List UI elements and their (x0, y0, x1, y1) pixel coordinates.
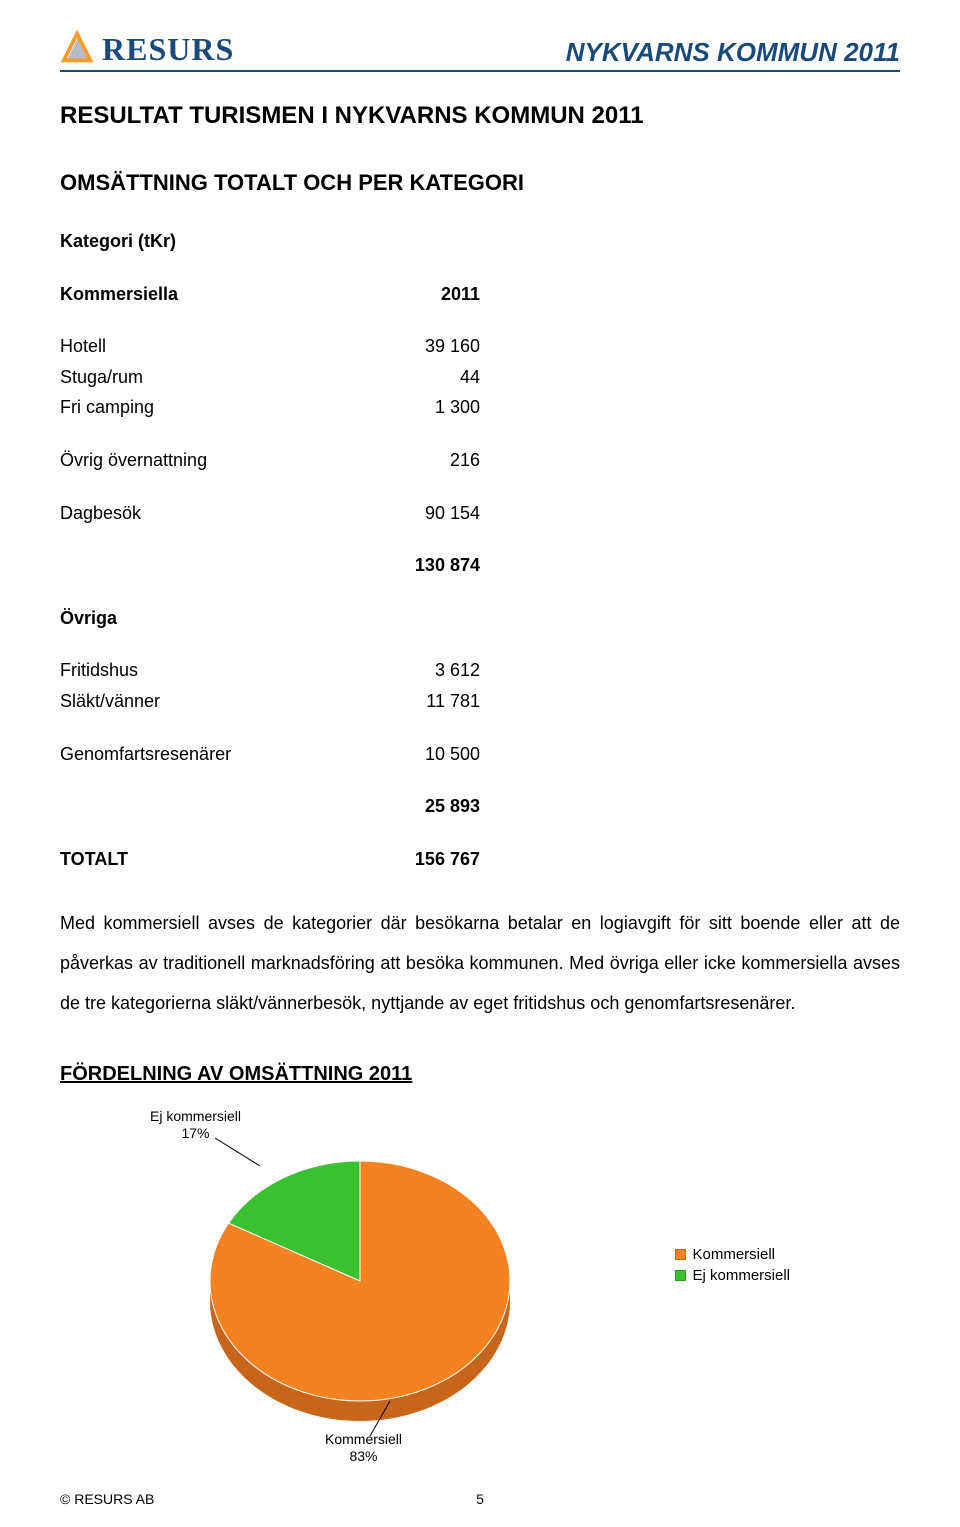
subtotal-value: 130 874 (415, 550, 480, 581)
table-row: Hotell 39 160 (60, 331, 480, 362)
ovrig-row: Övrig övernattning 216 (60, 445, 480, 476)
total-label: TOTALT (60, 844, 128, 875)
group1-header: Kommersiella 2011 (60, 279, 480, 310)
row-value: 11 781 (426, 686, 480, 717)
row-value: 3 612 (435, 655, 480, 686)
logo: RESURS (60, 30, 234, 68)
subtotal2-row: 25 893 (60, 791, 480, 822)
pie-label-ej-pct: 17% (181, 1125, 209, 1141)
table-header-label: Kategori (tKr) (60, 226, 176, 257)
row-label: Fritidshus (60, 655, 138, 686)
legend-label: Ej kommersiell (692, 1267, 790, 1284)
row-label: Fri camping (60, 392, 154, 423)
logo-text: RESURS (102, 31, 234, 68)
subtotal1-row: 130 874 (60, 550, 480, 581)
logo-triangle-icon (60, 30, 98, 68)
section-title: RESULTAT TURISMEN I NYKVARNS KOMMUN 2011 (60, 102, 900, 130)
row-value: 10 500 (425, 739, 480, 770)
legend-item: Ej kommersiell (675, 1267, 790, 1284)
table-row: Fri camping 1 300 (60, 392, 480, 423)
row-value: 216 (450, 445, 480, 476)
subsection-title: OMSÄTTNING TOTALT OCH PER KATEGORI (60, 170, 900, 196)
group2-label: Övriga (60, 603, 117, 634)
table-row: Släkt/vänner 11 781 (60, 686, 480, 717)
dagbesok-row: Dagbesök 90 154 (60, 498, 480, 529)
subtotal-value: 25 893 (425, 791, 480, 822)
group1-year: 2011 (441, 279, 480, 310)
header: RESURS NYKVARNS KOMMUN 2011 (60, 30, 900, 72)
row-label: Hotell (60, 331, 106, 362)
pie-label-komm-pct: 83% (349, 1448, 377, 1464)
row-value: 90 154 (425, 498, 480, 529)
row-value: 39 160 (425, 331, 480, 362)
total-value: 156 767 (415, 844, 480, 875)
row-label: Stuga/rum (60, 362, 143, 393)
row-label: Dagbesök (60, 498, 141, 529)
pie-label-komm: Kommersiell 83% (325, 1431, 402, 1465)
data-table: Kategori (tKr) Kommersiella 2011 Hotell … (60, 226, 480, 874)
total-row: TOTALT 156 767 (60, 844, 480, 875)
pie-label-komm-name: Kommersiell (325, 1431, 402, 1447)
pie-label-ej-name: Ej kommersiell (150, 1108, 241, 1124)
table-header-row: Kategori (tKr) (60, 226, 480, 257)
table-row: Stuga/rum 44 (60, 362, 480, 393)
header-title: NYKVARNS KOMMUN 2011 (566, 37, 900, 68)
chart-title: FÖRDELNING AV OMSÄTTNING 2011 (60, 1063, 900, 1086)
row-label: Övrig övernattning (60, 445, 207, 476)
group2-header: Övriga (60, 603, 480, 634)
row-value: 44 (460, 362, 480, 393)
footer: © RESURS AB 5 (60, 1491, 900, 1507)
pie-label-ej: Ej kommersiell 17% (150, 1108, 241, 1142)
footer-left: © RESURS AB (60, 1491, 154, 1507)
pie-chart: Ej kommersiell 17% Kommersiell 83% Komme… (60, 1096, 820, 1476)
legend-item: Kommersiell (675, 1246, 790, 1263)
legend-swatch-icon (675, 1270, 686, 1281)
genomfarts-row: Genomfartsresenärer 10 500 (60, 739, 480, 770)
legend-label: Kommersiell (692, 1246, 775, 1263)
row-value: 1 300 (435, 392, 480, 423)
row-label: Släkt/vänner (60, 686, 160, 717)
table-row: Fritidshus 3 612 (60, 655, 480, 686)
row-label: Genomfartsresenärer (60, 739, 231, 770)
legend: Kommersiell Ej kommersiell (675, 1246, 790, 1288)
page-number: 5 (476, 1491, 484, 1507)
paragraph: Med kommersiell avses de kategorier där … (60, 904, 900, 1023)
legend-swatch-icon (675, 1249, 686, 1260)
group1-label: Kommersiella (60, 279, 178, 310)
page: RESURS NYKVARNS KOMMUN 2011 RESULTAT TUR… (0, 0, 960, 1527)
